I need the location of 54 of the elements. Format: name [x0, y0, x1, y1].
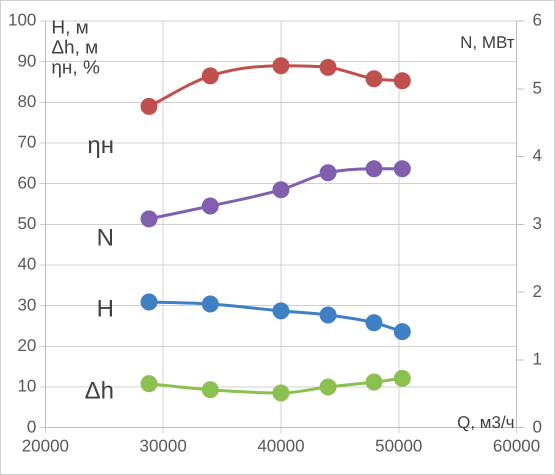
series-label: N [96, 224, 114, 252]
y-tick-label: 0 [26, 417, 36, 436]
y-tick-label: 30 [17, 295, 36, 314]
point [202, 295, 219, 312]
point [366, 374, 383, 391]
series-label: Δh [84, 377, 114, 404]
y2-tick-label: 2 [532, 282, 542, 301]
point [140, 375, 158, 392]
y-axis-title: H, м Δh, м ηн, % [51, 18, 100, 79]
x-tick-label: 40000 [257, 436, 305, 456]
point [320, 164, 337, 182]
point [202, 67, 219, 84]
y2-tick-label: 4 [532, 146, 542, 166]
y2-tick-label: 0 [532, 417, 542, 436]
series-label: H [96, 296, 114, 323]
point [394, 370, 411, 387]
x-tick-label: 60000 [492, 436, 540, 456]
point [272, 57, 290, 74]
series-label: ηн [87, 132, 114, 160]
y2-tick-label: 1 [532, 350, 542, 369]
point [366, 314, 383, 332]
point [272, 384, 290, 402]
y-tick-label: 90 [17, 51, 36, 70]
point [140, 98, 158, 115]
y-tick-label: 80 [17, 92, 36, 112]
x-tick-label: 20000 [22, 436, 70, 456]
x-tick-label: 50000 [375, 436, 422, 456]
y2-tick-label: 5 [532, 78, 542, 98]
point [272, 181, 290, 198]
y2-axis-title: N, МВт [460, 33, 515, 52]
point [366, 70, 383, 88]
point [394, 323, 411, 340]
point [394, 72, 411, 90]
y-tick-label: 100 [8, 10, 36, 30]
y-tick-label: 40 [17, 254, 36, 274]
y-tick-label: 20 [17, 336, 36, 355]
point [320, 378, 337, 396]
point [320, 306, 337, 324]
y-tick-label: 50 [17, 214, 36, 233]
y-tick-label: 10 [17, 376, 36, 396]
y-tick-label: 60 [17, 173, 36, 192]
y2-tick-label: 6 [532, 10, 542, 30]
point [394, 160, 411, 178]
x-tick-label: 30000 [140, 436, 187, 456]
point [140, 210, 158, 228]
point [202, 198, 219, 215]
y2-tick-label: 3 [532, 214, 542, 233]
point [366, 160, 383, 178]
point [320, 58, 337, 76]
point [272, 302, 290, 320]
x-axis-title: Q, м3/ч [457, 412, 515, 432]
y-tick-label: 70 [17, 132, 36, 152]
point [140, 293, 158, 310]
point [202, 381, 219, 398]
